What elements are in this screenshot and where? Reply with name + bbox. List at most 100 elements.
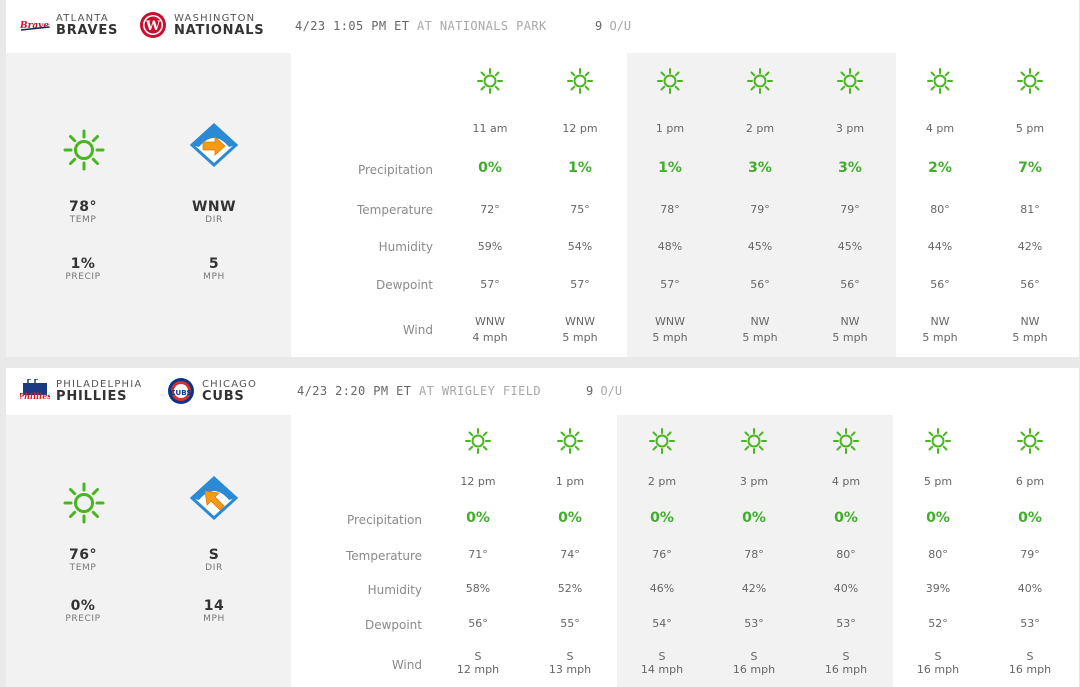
hour-temp: 79°: [840, 203, 860, 216]
row-label-humidity: Humidity: [378, 240, 433, 254]
hour-wind-speed: 16 mph: [732, 663, 776, 676]
hour-temp: 71°: [468, 548, 488, 561]
hour-humidity: 58%: [465, 582, 491, 595]
hourly-forecast-table: Precipitation Temperature Humidity Dewpo…: [291, 53, 1079, 357]
game-hours-highlight: [617, 415, 893, 687]
hour-temp: 72°: [480, 203, 500, 216]
sun-icon: [801, 427, 891, 455]
hour-humidity: 44%: [927, 240, 953, 253]
hour-column: 11 am 0% 72° 59% 57° WNW 4 mph: [445, 53, 535, 357]
game-time: 4/23 2:20 PM ET: [297, 384, 412, 398]
hour-dewpoint: 56°: [930, 278, 950, 291]
hour-time: 5 pm: [1015, 122, 1045, 135]
summary-speed-value: 5: [208, 256, 220, 272]
game-card-braves-nationals[interactable]: Braves ATLANTA BRAVES W WASHINGTON NATIO…: [6, 0, 1079, 357]
hour-humidity: 42%: [741, 582, 767, 595]
summary-temp-value: 76°: [69, 547, 97, 563]
row-label-humidity: Humidity: [367, 583, 422, 597]
sun-icon: [805, 67, 895, 95]
home-name: CUBS: [202, 388, 245, 404]
summary-dir: WNW DIR: [169, 199, 259, 225]
hour-column: 4 pm 0% 80° 40% 53° S 16 mph: [801, 415, 891, 687]
hour-dewpoint: 57°: [660, 278, 680, 291]
hour-dewpoint: 57°: [570, 278, 590, 291]
sun-icon: [709, 427, 799, 455]
sun-icon: [433, 427, 523, 455]
away-city: PHILADELPHIA: [56, 378, 143, 390]
hour-wind-speed: 16 mph: [916, 663, 960, 676]
hour-column: 6 pm 0% 79° 40% 53° S 16 mph: [985, 415, 1075, 687]
hour-time: 3 pm: [739, 475, 769, 488]
game-card-phillies-cubs[interactable]: Phillies PHILADELPHIA PHILLIES CUBS CHIC…: [6, 368, 1079, 687]
game-time-venue: 4/23 2:20 PM ET AT WRIGLEY FIELD: [297, 384, 541, 398]
summary-speed-label: MPH: [203, 272, 225, 282]
hour-humidity: 39%: [925, 582, 951, 595]
hour-temp: 75°: [570, 203, 590, 216]
over-under: 9 O/U: [586, 384, 622, 398]
hour-humidity: 45%: [837, 240, 863, 253]
svg-text:CUBS: CUBS: [170, 389, 191, 397]
hour-column: 12 pm 0% 71° 58% 56° S 12 mph: [433, 415, 523, 687]
cubs-logo: CUBS: [164, 378, 198, 404]
hour-dewpoint: 57°: [480, 278, 500, 291]
hour-wind-speed: 5 mph: [832, 331, 868, 344]
hour-time: 4 pm: [925, 122, 955, 135]
wind-direction-icon: [189, 475, 239, 524]
hour-wind-speed: 16 mph: [824, 663, 868, 676]
hour-precip: 0%: [478, 160, 502, 176]
hour-temp: 80°: [930, 203, 950, 216]
hour-time: 4 pm: [831, 475, 861, 488]
hour-wind-dir: S: [842, 650, 850, 663]
summary-temp-label: TEMP: [69, 563, 97, 573]
hour-dewpoint: 52°: [928, 617, 948, 630]
hour-temp: 79°: [1020, 548, 1040, 561]
hour-wind-dir: WNW: [565, 315, 595, 328]
hour-wind-dir: S: [1026, 650, 1034, 663]
braves-logo: Braves: [18, 12, 52, 38]
sun-icon: [535, 67, 625, 95]
game-header: Phillies PHILADELPHIA PHILLIES CUBS CHIC…: [6, 368, 1079, 414]
hour-column: 3 pm 0% 78° 42% 53° S 16 mph: [709, 415, 799, 687]
hour-temp: 76°: [652, 548, 672, 561]
hour-humidity: 40%: [1017, 582, 1043, 595]
sun-icon: [525, 427, 615, 455]
hour-column: 4 pm 2% 80° 44% 56° NW 5 mph: [895, 53, 985, 357]
hour-time: 11 am: [472, 122, 508, 135]
hour-humidity: 54%: [567, 240, 593, 253]
game-header: Braves ATLANTA BRAVES W WASHINGTON NATIO…: [6, 0, 1079, 52]
hour-column: 3 pm 3% 79° 45% 56° NW 5 mph: [805, 53, 895, 357]
hour-column: 1 pm 1% 78° 48% 57° WNW 5 mph: [625, 53, 715, 357]
hour-wind-dir: NW: [930, 315, 950, 328]
away-team[interactable]: Phillies PHILADELPHIA PHILLIES: [18, 378, 142, 404]
row-label-precipitation: Precipitation: [346, 513, 422, 527]
sun-icon: [62, 481, 106, 529]
svg-text:Braves: Braves: [20, 21, 50, 31]
summary-temp: 78° TEMP: [38, 199, 128, 225]
hour-precip: 3%: [748, 160, 772, 176]
hour-humidity: 45%: [747, 240, 773, 253]
ou-label: O/U: [600, 384, 623, 398]
row-label-wind: Wind: [402, 323, 433, 337]
ou-label: O/U: [609, 19, 632, 33]
hour-precip: 1%: [658, 160, 682, 176]
hour-temp: 80°: [928, 548, 948, 561]
hour-wind-speed: 12 mph: [456, 663, 500, 676]
summary-dir: S DIR: [169, 547, 259, 573]
sun-icon: [617, 427, 707, 455]
away-team[interactable]: Braves ATLANTA BRAVES: [18, 12, 118, 38]
game-weather-body: 78° TEMP WNW DIR 1% PRECIP 5 MPH Precipi…: [6, 53, 1079, 357]
home-team[interactable]: CUBS CHICAGO CUBS: [164, 378, 257, 404]
phillies-logo: Phillies: [18, 378, 52, 404]
summary-temp-label: TEMP: [69, 215, 97, 225]
hour-wind-speed: 14 mph: [640, 663, 684, 676]
hour-column: 12 pm 1% 75° 54% 57° WNW 5 mph: [535, 53, 625, 357]
hour-time: 3 pm: [835, 122, 865, 135]
home-team[interactable]: W WASHINGTON NATIONALS: [136, 12, 264, 38]
hour-dewpoint: 56°: [468, 617, 488, 630]
hour-wind-dir: WNW: [475, 315, 505, 328]
summary-speed-label: MPH: [203, 614, 225, 624]
hour-humidity: 40%: [833, 582, 859, 595]
wind-direction-icon: [189, 122, 239, 171]
hour-dewpoint: 53°: [1020, 617, 1040, 630]
hour-humidity: 59%: [477, 240, 503, 253]
